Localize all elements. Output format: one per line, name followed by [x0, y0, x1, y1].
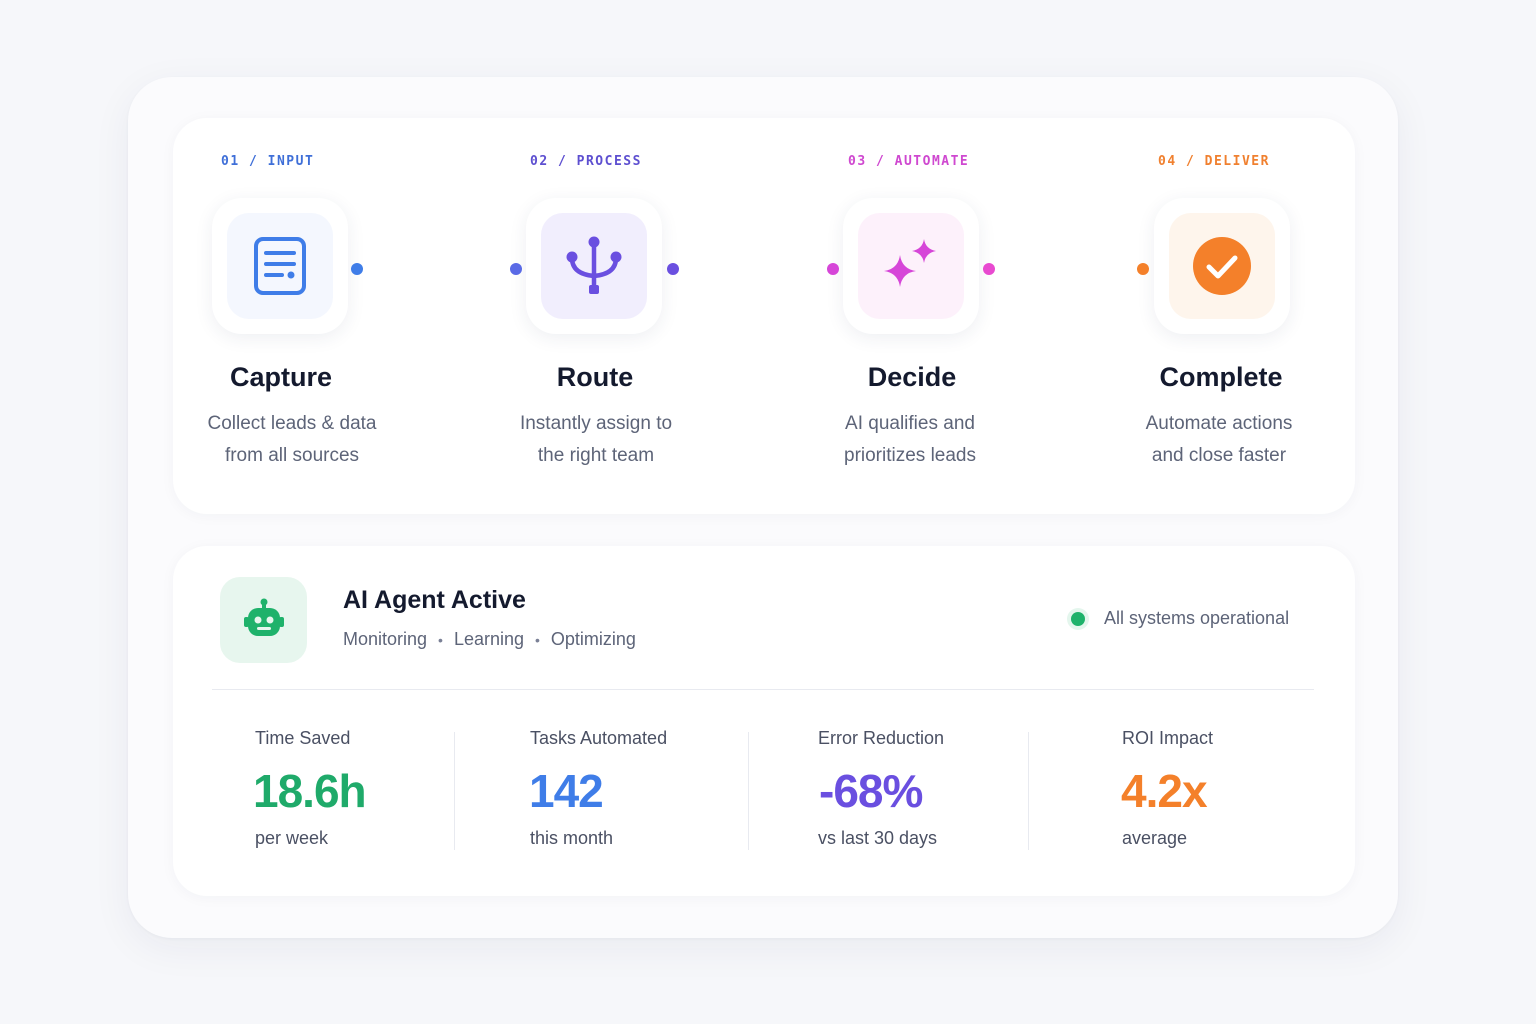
- metric-sub-tasks: this month: [530, 828, 614, 848]
- activity-learning: Learning: [453, 629, 525, 649]
- connector-1: [351, 263, 522, 275]
- status-indicator-dot: [1071, 611, 1085, 626]
- agent-title: AI Agent Active: [343, 586, 526, 614]
- metric-label-roi: ROI Impact: [1122, 728, 1214, 748]
- sparkles-icon: [884, 239, 936, 287]
- step-desc-decide: AI qualifies and prioritizes leads: [844, 413, 976, 466]
- connector-3: [983, 263, 1149, 275]
- status-text: All systems operational: [1104, 608, 1290, 628]
- activity-optimizing: Optimizing: [550, 629, 636, 649]
- document-list-icon: [254, 237, 306, 295]
- metric-sub-time-saved: per week: [255, 828, 329, 848]
- step-title-decide: Decide: [867, 362, 957, 392]
- connector-2: [667, 263, 839, 275]
- system-status: All systems operational: [1071, 608, 1289, 629]
- metric-label-time-saved: Time Saved: [255, 728, 351, 748]
- step-title-complete: Complete: [1159, 362, 1283, 392]
- metric-divider: [748, 732, 749, 850]
- step-label-automate: 03 / AUTOMATE: [848, 154, 970, 169]
- metric-label-tasks: Tasks Automated: [530, 728, 668, 748]
- step-tile-complete[interactable]: [1154, 198, 1290, 334]
- separator-dot: •: [438, 631, 443, 648]
- branch-icon: [566, 236, 622, 294]
- step-title-route: Route: [556, 362, 634, 392]
- metric-divider: [454, 732, 455, 850]
- step-desc-complete: Automate actions and close faster: [1145, 413, 1293, 466]
- step-desc-route: Instantly assign to the right team: [519, 413, 673, 466]
- step-label-input: 01 / INPUT: [221, 154, 315, 169]
- check-circle-icon: [1193, 237, 1251, 295]
- metric-value-time-saved: 18.6h: [253, 765, 367, 817]
- metric-sub-roi: average: [1122, 828, 1188, 848]
- separator-dot: •: [535, 631, 540, 648]
- step-tile-decide[interactable]: [843, 198, 979, 334]
- activity-monitoring: Monitoring: [343, 629, 428, 649]
- robot-icon: [243, 598, 284, 636]
- step-label-deliver: 04 / DELIVER: [1158, 154, 1270, 169]
- agent-activities: Monitoring • Learning • Optimizing: [343, 629, 636, 650]
- panel-divider: [212, 689, 1314, 690]
- agent-avatar: [220, 577, 307, 663]
- step-label-process: 02 / PROCESS: [530, 154, 642, 169]
- metric-sub-error-reduction: vs last 30 days: [818, 828, 938, 848]
- metric-value-error-reduction: -68%: [819, 765, 923, 817]
- step-title-capture: Capture: [229, 362, 332, 392]
- metric-label-error-reduction: Error Reduction: [818, 728, 945, 748]
- agent-status-panel: [173, 546, 1355, 896]
- metric-value-tasks: 142: [529, 765, 604, 817]
- metric-value-roi: 4.2x: [1121, 765, 1208, 817]
- step-tile-route[interactable]: [526, 198, 662, 334]
- step-tile-capture[interactable]: [212, 198, 348, 334]
- metric-divider: [1028, 732, 1029, 850]
- step-desc-capture: Collect leads & data from all sources: [207, 413, 377, 466]
